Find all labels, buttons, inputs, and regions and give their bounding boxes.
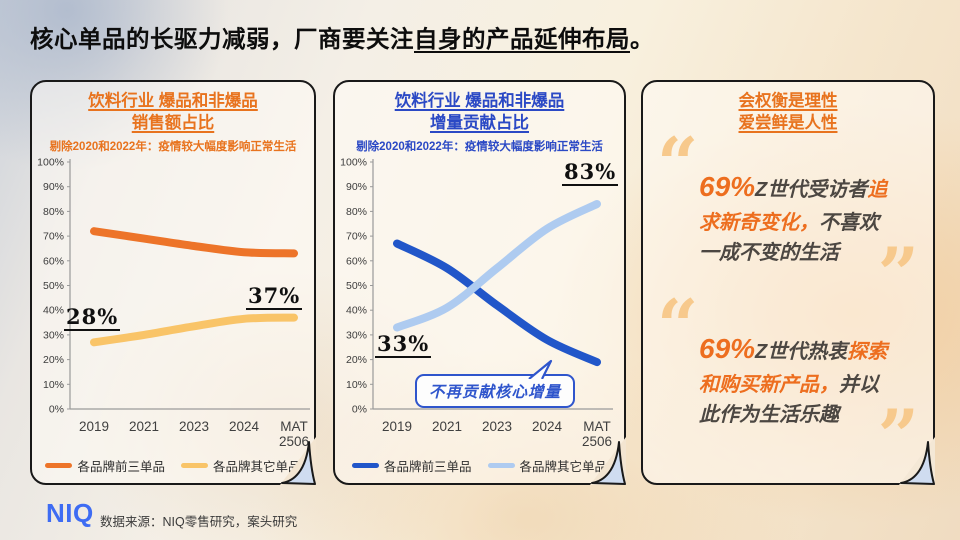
line-chart-canvas: 100% 90% 80% 70% 60% 50% 40% 30% 20% 10% 0% 2019 202… <box>37 157 310 449</box>
growth-chart-subtitle: 剔除2020和2022年：疫情较大幅度影响正常生活 <box>356 141 603 153</box>
series-line-各品牌前三单品 <box>90 227 298 258</box>
page-title: 核心单品的长驱力减弱，厂商要关注自身的产品延伸布局。 <box>30 20 654 54</box>
legend-swatch-icon <box>487 463 515 468</box>
growth-start-value-label: 33% <box>375 332 432 359</box>
series-line-各品牌前三单品 <box>393 239 601 367</box>
quote-1-text: 69%Z世代受访者追求新奇变化，不喜欢一成不变的生活 <box>655 140 923 268</box>
quote-segment: 追求新奇变化， <box>699 179 888 234</box>
y-tick-label: 60% <box>43 255 64 267</box>
page-curl-icon <box>280 437 316 485</box>
data-source-text: 数据来源：NIQ零售研究，案头研究 <box>100 515 298 529</box>
sales-start-value-label: 28% <box>64 305 121 332</box>
y-tick-label: 70% <box>43 231 64 243</box>
growth-contribution-panel: 饮料行业 爆品和非爆品 增量贡献占比 剔除2020和2022年：疫情较大幅度影响… <box>333 80 626 485</box>
y-tick-label: 40% <box>43 305 64 317</box>
page-title-suffix: 。 <box>630 26 654 52</box>
open-quote-icon: “ <box>657 283 699 368</box>
series-line-各品牌其它单品 <box>393 200 601 332</box>
open-quote-icon: “ <box>657 121 699 206</box>
close-quote-icon: ” <box>877 231 919 317</box>
y-tick-label: 80% <box>346 206 367 218</box>
insight-title-line1: 会权衡是理性 <box>738 92 838 110</box>
y-tick-label: 60% <box>346 255 367 267</box>
callout-tail-icon <box>528 359 553 379</box>
y-tick-label: 20% <box>346 354 367 366</box>
x-axis-label: 2021 <box>432 419 462 434</box>
sales-chart-title-line2: 销售额占比 <box>131 113 215 132</box>
sales-chart-subtitle: 剔除2020和2022年：疫情较大幅度影响正常生活 <box>49 141 297 153</box>
y-tick-label: 70% <box>346 231 367 243</box>
legend-item: 各品牌前三单品 <box>351 456 472 475</box>
x-axis-label: 2021 <box>129 419 159 434</box>
quote-segment: 69% <box>699 333 756 364</box>
y-tick-label: 90% <box>43 181 64 193</box>
growth-chart-title: 饮料行业 爆品和非爆品 增量贡献占比 <box>335 91 624 135</box>
x-axis-label: 2019 <box>79 419 109 434</box>
legend-label: 各品牌其它单品 <box>519 460 608 474</box>
y-tick-label: 90% <box>346 181 367 193</box>
page-title-underlined: 自身的产品延伸布局 <box>414 26 630 52</box>
y-tick-label: 100% <box>340 157 367 169</box>
growth-chart-title-line1: 饮料行业 爆品和非爆品 <box>394 92 565 110</box>
y-tick-label: 80% <box>43 206 64 218</box>
y-tick-label: 40% <box>346 305 367 317</box>
sales-chart-legend: 各品牌前三单品 各品牌其它单品 <box>32 456 314 475</box>
y-tick-label: 0% <box>352 404 367 416</box>
legend-item: 各品牌前三单品 <box>45 456 165 475</box>
x-axis-label: 2023 <box>179 419 209 434</box>
x-axis-label: 2024 <box>229 419 260 434</box>
insight-title-line2: 爱尝鲜是人性 <box>738 113 838 132</box>
y-tick-label: 100% <box>37 157 64 169</box>
quote-2: “ 69%Z世代热衷探索和购买新产品，并以此作为生活乐趣 ” <box>655 283 923 472</box>
sales-share-chart: 100% 90% 80% 70% 60% 50% 40% 30% 20% 10% 0% 2019 202… <box>36 154 318 454</box>
y-tick-label: 30% <box>346 329 367 341</box>
legend-swatch-icon <box>351 463 379 468</box>
y-tick-label: 0% <box>49 404 64 416</box>
callout-text: 不再贡献核心增量 <box>429 384 562 401</box>
sales-share-panel: 饮料行业 爆品和非爆品 销售额占比 剔除2020和2022年：疫情较大幅度影响正… <box>30 80 316 485</box>
sales-chart-title-line1: 饮料行业 爆品和非爆品 <box>88 92 258 110</box>
quote-segment: Z世代受访者 <box>755 179 868 201</box>
quote-1: “ 69%Z世代受访者追求新奇变化，不喜欢一成不变的生活 ” <box>655 121 923 310</box>
x-axis-label: 2024 <box>532 419 563 434</box>
quote-segment: Z世代热衷 <box>755 341 848 363</box>
growth-end-value-label: 83% <box>562 160 619 187</box>
x-axis-label: 2019 <box>382 419 412 434</box>
sales-end-value-label: 37% <box>246 284 303 311</box>
series-line-各品牌其它单品 <box>90 313 298 347</box>
legend-item: 各品牌其它单品 <box>181 456 301 475</box>
quote-segment: 不喜欢一成不变的生活 <box>699 212 879 264</box>
legend-label: 各品牌前三单品 <box>383 460 472 474</box>
y-tick-label: 50% <box>43 280 64 292</box>
quote-segment: 并以此作为生活乐趣 <box>699 374 879 426</box>
niq-logo: NIQ <box>46 498 94 528</box>
x-axis-label: MAT 2506 <box>582 419 612 449</box>
insight-title: 会权衡是理性 爱尝鲜是人性 <box>643 91 933 135</box>
page-title-prefix: 核心单品的长驱力减弱，厂商要关注 <box>30 26 414 52</box>
legend-swatch-icon <box>45 463 73 468</box>
growth-chart-title-line2: 增量贡献占比 <box>430 113 529 132</box>
quote-segment: 69% <box>699 171 756 202</box>
sales-chart-title: 饮料行业 爆品和非爆品 销售额占比 <box>32 91 314 135</box>
page-curl-icon <box>899 437 935 485</box>
y-tick-label: 20% <box>43 354 64 366</box>
legend-label: 各品牌前三单品 <box>77 460 165 474</box>
y-tick-label: 30% <box>43 329 64 341</box>
x-axis-label: 2023 <box>482 419 512 434</box>
y-tick-label: 10% <box>43 379 64 391</box>
insight-panel: 会权衡是理性 爱尝鲜是人性 “ 69%Z世代受访者追求新奇变化，不喜欢一成不变的… <box>641 80 935 485</box>
callout-no-core-growth: 不再贡献核心增量 <box>415 359 576 408</box>
quote-2-text: 69%Z世代热衷探索和购买新产品，并以此作为生活乐趣 <box>655 302 923 430</box>
growth-chart-legend: 各品牌前三单品 各品牌其它单品 <box>335 456 624 475</box>
x-axis-label: MAT 2506 <box>279 419 309 449</box>
legend-label: 各品牌其它单品 <box>213 460 301 474</box>
line-chart-canvas: 100% 90% 80% 70% 60% 50% 40% 30% 20% 10% 0% 2019 202… <box>340 157 613 449</box>
page-curl-icon <box>590 437 626 485</box>
growth-contribution-chart: 100% 90% 80% 70% 60% 50% 40% 30% 20% 10% 0% 2019 202… <box>339 154 621 454</box>
legend-item: 各品牌其它单品 <box>487 456 608 475</box>
legend-swatch-icon <box>181 463 208 468</box>
y-tick-label: 10% <box>346 379 367 391</box>
y-tick-label: 50% <box>346 280 367 292</box>
quote-segment: 探索和购买新产品， <box>699 341 888 396</box>
